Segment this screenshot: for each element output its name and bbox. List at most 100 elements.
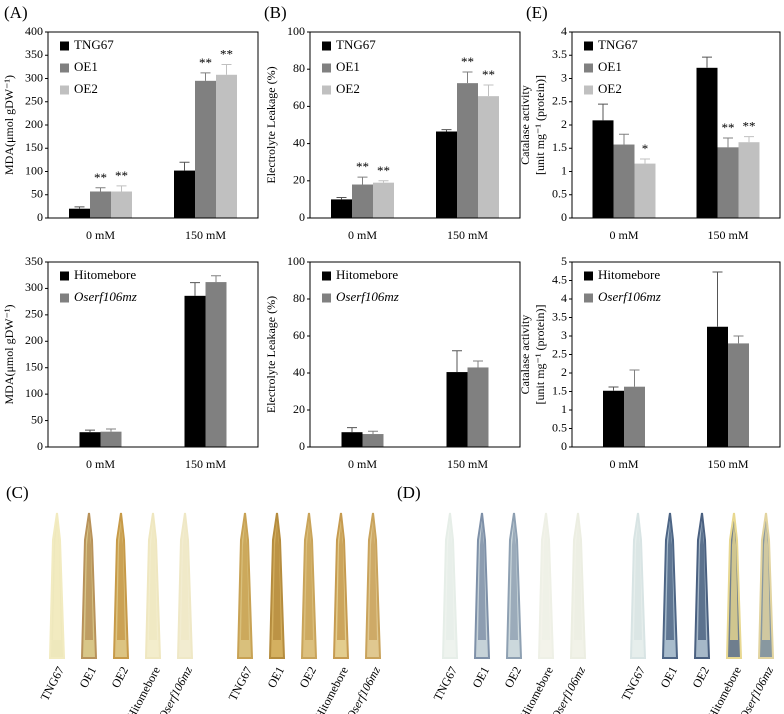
y-tick-label: 100 <box>287 254 305 268</box>
legend-swatch <box>322 271 331 281</box>
x-tick-label: 0 mM <box>86 228 115 242</box>
leaf-stain <box>337 522 345 640</box>
legend-label: Hitomebore <box>598 267 660 282</box>
y-tick-label: 3.5 <box>552 47 567 61</box>
bar <box>184 295 206 447</box>
leaf-stain <box>117 522 125 640</box>
legend-swatch <box>322 63 331 73</box>
legend-label: Hitomebore <box>74 267 136 282</box>
y-tick-label: 400 <box>25 24 43 38</box>
y-tick-label: 20 <box>293 173 305 187</box>
leaf-label: OE1 <box>76 664 99 690</box>
y-tick-label: 40 <box>293 365 305 379</box>
y-tick-label: 3 <box>561 70 567 84</box>
bar <box>634 163 656 218</box>
leaf-label: OE2 <box>296 664 319 690</box>
bar <box>341 432 363 447</box>
y-tick-label: 0 <box>37 210 43 224</box>
legend-label: OE1 <box>336 59 360 74</box>
y-tick-label: 4 <box>561 24 567 38</box>
leaf-label: OE1 <box>469 664 492 690</box>
error-bar <box>378 180 389 183</box>
legend-swatch <box>322 41 331 51</box>
bar <box>205 282 227 447</box>
leaf-label: OE1 <box>657 664 680 690</box>
error-bar <box>640 158 650 164</box>
panel-label: (D) <box>397 483 421 502</box>
error-bar <box>608 386 619 391</box>
bar <box>373 182 394 218</box>
y-axis-label: Catalase activity <box>518 315 532 395</box>
bar <box>362 434 384 447</box>
legend-label: OE2 <box>74 81 98 96</box>
leaf-label: OE2 <box>108 664 131 690</box>
y-tick-label: 2 <box>561 365 567 379</box>
leaf-stain <box>666 522 674 640</box>
leaf-stain <box>241 522 249 640</box>
bar <box>457 83 478 219</box>
leaf-stain <box>762 522 770 640</box>
significance: * <box>642 141 649 156</box>
bar <box>467 367 489 447</box>
error-bar <box>116 185 127 192</box>
y-tick-label: 2.5 <box>552 94 567 108</box>
legend-label: OE2 <box>598 81 622 96</box>
legend-label: TNG67 <box>598 37 638 52</box>
legend-label: Oserf106mz <box>74 289 137 304</box>
y-axis-label: [unit mg⁻¹ (protein)] <box>533 305 547 405</box>
y-axis-label: Electrolyte Leakage (%) <box>264 296 278 413</box>
y-tick-label: 80 <box>293 61 305 75</box>
y-tick-label: 350 <box>25 254 43 268</box>
y-axis-label: Catalase activity <box>518 85 532 165</box>
leaf-stain <box>634 522 642 640</box>
x-tick-label: 150 mM <box>707 228 748 242</box>
panel-label: (C) <box>6 483 29 502</box>
y-tick-label: 2.5 <box>552 346 567 360</box>
y-axis-label: Electrolyte Leakage (%) <box>264 66 278 183</box>
bar <box>707 326 728 447</box>
y-tick-label: 0.5 <box>552 420 567 434</box>
error-bar <box>723 137 733 148</box>
bar <box>603 390 624 447</box>
bar <box>613 144 635 218</box>
plot-frame <box>309 261 521 448</box>
legend-label: TNG67 <box>74 37 114 52</box>
significance: ** <box>482 67 495 82</box>
bar <box>728 343 749 447</box>
y-tick-label: 150 <box>25 359 43 373</box>
error-bar <box>441 129 452 132</box>
panel-label: (B) <box>264 3 287 22</box>
legend-swatch <box>60 41 69 51</box>
y-tick-label: 300 <box>25 70 43 84</box>
legend-swatch <box>584 85 593 95</box>
error-bar <box>473 360 483 368</box>
error-bar <box>179 161 190 171</box>
legend-swatch <box>322 85 331 95</box>
significance: ** <box>220 47 233 62</box>
leaf-label: OE2 <box>501 664 524 690</box>
leaf-stain <box>574 522 582 640</box>
panel-label: (E) <box>526 3 548 22</box>
error-bar <box>702 56 712 68</box>
y-tick-label: 100 <box>25 386 43 400</box>
legend-label: TNG67 <box>336 37 376 52</box>
legend-swatch <box>322 293 331 303</box>
bar <box>446 372 468 447</box>
y-tick-label: 40 <box>293 135 305 149</box>
leaf-label: OE2 <box>689 664 712 690</box>
y-axis-label: [unit mg⁻¹ (protein)] <box>533 75 547 175</box>
error-bar <box>629 369 640 387</box>
y-tick-label: 0 <box>299 210 305 224</box>
legend-label: Oserf106mz <box>598 289 661 304</box>
y-tick-label: 20 <box>293 402 305 416</box>
bar <box>216 74 237 218</box>
leaf-stain <box>542 522 550 640</box>
bar <box>69 208 90 218</box>
y-tick-label: 3.5 <box>552 309 567 323</box>
plot-frame <box>571 261 781 448</box>
error-bar <box>744 136 754 143</box>
bar <box>331 199 352 218</box>
leaf-stain <box>149 522 157 640</box>
y-tick-label: 60 <box>293 98 305 112</box>
y-tick-label: 200 <box>25 117 43 131</box>
